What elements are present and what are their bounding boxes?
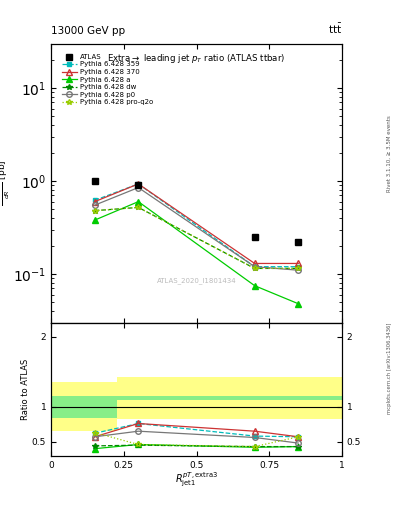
Text: ATLAS_2020_I1801434: ATLAS_2020_I1801434 — [157, 278, 236, 284]
Text: Rivet 3.1.10, ≥ 3.5M events: Rivet 3.1.10, ≥ 3.5M events — [387, 115, 391, 192]
Legend: ATLAS, Pythia 6.428 359, Pythia 6.428 370, Pythia 6.428 a, Pythia 6.428 dw, Pyth: ATLAS, Pythia 6.428 359, Pythia 6.428 37… — [61, 53, 154, 106]
Text: tt$\bar{\mathrm{t}}$: tt$\bar{\mathrm{t}}$ — [328, 22, 342, 36]
Text: mcplots.cern.ch [arXiv:1306.3436]: mcplots.cern.ch [arXiv:1306.3436] — [387, 323, 391, 414]
X-axis label: $R^{pT,\mathrm{extra3}}_{\mathrm{jet1}}$: $R^{pT,\mathrm{extra3}}_{\mathrm{jet1}}$ — [175, 471, 218, 489]
Y-axis label: Ratio to ATLAS: Ratio to ATLAS — [22, 358, 31, 420]
Text: Extra$\rightarrow$ leading jet $p_T$ ratio (ATLAS ttbar): Extra$\rightarrow$ leading jet $p_T$ rat… — [107, 52, 286, 65]
Text: 13000 GeV pp: 13000 GeV pp — [51, 26, 125, 36]
Y-axis label: $\frac{d\sigma^{\mathrm{extra3}}_{\mathrm{jet}}}{dR}$ [pb]: $\frac{d\sigma^{\mathrm{extra3}}_{\mathr… — [0, 160, 12, 206]
